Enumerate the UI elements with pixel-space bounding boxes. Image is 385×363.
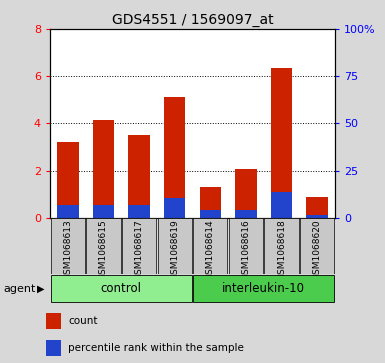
Bar [193, 275, 334, 302]
Bar [128, 135, 150, 218]
Text: GSM1068619: GSM1068619 [170, 220, 179, 280]
Bar [57, 205, 79, 218]
Text: ▶: ▶ [37, 284, 44, 294]
Bar [57, 142, 79, 218]
Bar [164, 97, 186, 218]
Text: GSM1068615: GSM1068615 [99, 220, 108, 280]
Bar [93, 205, 114, 218]
Bar [164, 198, 186, 218]
Bar [306, 196, 328, 218]
Bar [271, 68, 292, 218]
Bar [306, 215, 328, 218]
Bar [235, 170, 257, 218]
Bar [51, 218, 85, 274]
Text: agent: agent [4, 284, 36, 294]
Text: GSM1068613: GSM1068613 [64, 220, 72, 280]
Bar [199, 209, 221, 218]
Text: GSM1068618: GSM1068618 [277, 220, 286, 280]
Bar [51, 275, 192, 302]
Text: GSM1068616: GSM1068616 [241, 220, 250, 280]
Bar [86, 218, 121, 274]
Bar [128, 205, 150, 218]
Bar [193, 218, 228, 274]
Bar [46, 314, 62, 329]
Bar [199, 187, 221, 218]
Bar [300, 218, 334, 274]
Text: GSM1068620: GSM1068620 [313, 220, 321, 280]
Bar [157, 218, 192, 274]
Text: percentile rank within the sample: percentile rank within the sample [69, 343, 244, 353]
Bar [122, 218, 156, 274]
Text: count: count [69, 317, 98, 326]
Bar [229, 218, 263, 274]
Bar [264, 218, 299, 274]
Text: GDS4551 / 1569097_at: GDS4551 / 1569097_at [112, 13, 273, 27]
Bar [235, 209, 257, 218]
Text: GSM1068617: GSM1068617 [135, 220, 144, 280]
Text: GSM1068614: GSM1068614 [206, 220, 215, 280]
Bar [46, 340, 62, 356]
Bar [271, 192, 292, 218]
Text: control: control [101, 282, 142, 295]
Text: interleukin-10: interleukin-10 [222, 282, 305, 295]
Bar [93, 120, 114, 218]
